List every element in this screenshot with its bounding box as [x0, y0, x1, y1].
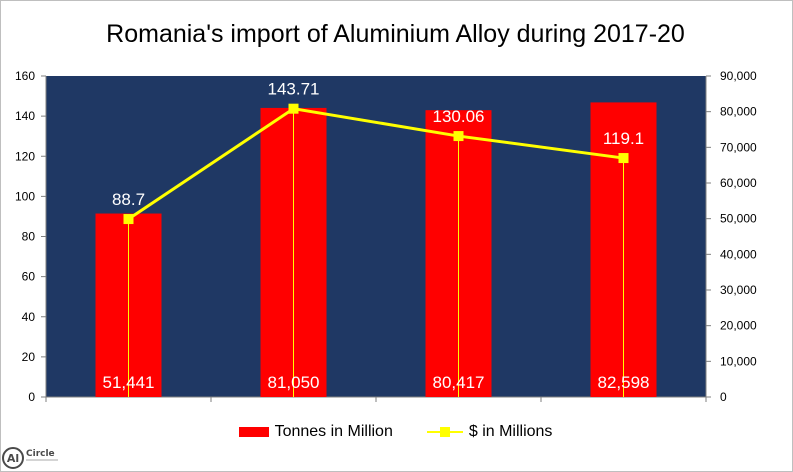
y-left-tick-label: 120: [15, 149, 35, 163]
line-marker: [453, 131, 464, 142]
line-value-label: 119.1: [603, 129, 644, 148]
y-left-tick-label: 40: [22, 310, 36, 324]
bar-value-label: 81,050: [268, 373, 320, 392]
series-line: [127, 107, 624, 221]
chart-legend: Tonnes in Million $ in Millions: [0, 423, 791, 441]
line-value-label: 143.71: [268, 80, 320, 99]
y-right-tick-label: 70,000: [720, 140, 757, 154]
y-right-tick-label: 10,000: [720, 354, 757, 368]
line-value-label: 88.7: [112, 190, 145, 209]
legend-bar-label: Tonnes in Million: [274, 423, 393, 440]
bar-value-label: 82,598: [598, 373, 650, 392]
svg-text:Al: Al: [7, 452, 19, 465]
y-right-tick-label: 20,000: [720, 319, 757, 333]
y-right-tick-label: 50,000: [720, 212, 757, 226]
y-left-tick-label: 100: [15, 189, 35, 203]
y-left-tick-label: 140: [15, 109, 35, 123]
y-left-tick-label: 0: [28, 390, 35, 404]
y-right-tick-label: 40,000: [720, 247, 757, 261]
y-left-tick-label: 80: [22, 230, 36, 244]
y-right-tick-label: 90,000: [720, 69, 757, 83]
line-marker: [618, 153, 629, 164]
bar-value-label: 80,417: [433, 373, 485, 392]
plot-area: 0 20 40 60 80 100 120 140 160 0 10,000 20,000 30,000…: [15, 69, 757, 404]
y-left-tick-label: 20: [22, 350, 36, 364]
svg-text:Circle: Circle: [26, 449, 55, 459]
y-right-tick-label: 80,000: [720, 105, 757, 119]
line-value-label: 130.06: [433, 107, 485, 126]
legend-item-line: $ in Millions: [426, 423, 553, 441]
bar-value-label: 51,441: [103, 373, 155, 392]
legend-line-swatch: [426, 426, 463, 438]
y-left-tick-label: 60: [22, 270, 36, 284]
legend-bar-swatch: [238, 427, 269, 437]
y-left-tick-label: 160: [15, 69, 35, 83]
y-right-tick-label: 60,000: [720, 176, 757, 190]
y-right-tick-label: 0: [720, 390, 727, 404]
line-marker: [123, 214, 134, 225]
legend-line-label: $ in Millions: [468, 423, 553, 440]
y-right-tick-label: 30,000: [720, 283, 757, 297]
alcircle-logo: Al Circle: [2, 447, 58, 469]
line-marker: [288, 103, 299, 114]
chart-title: Romania's import of Aluminium Alloy duri…: [106, 20, 685, 48]
legend-item-bar: Tonnes in Million: [238, 423, 393, 441]
